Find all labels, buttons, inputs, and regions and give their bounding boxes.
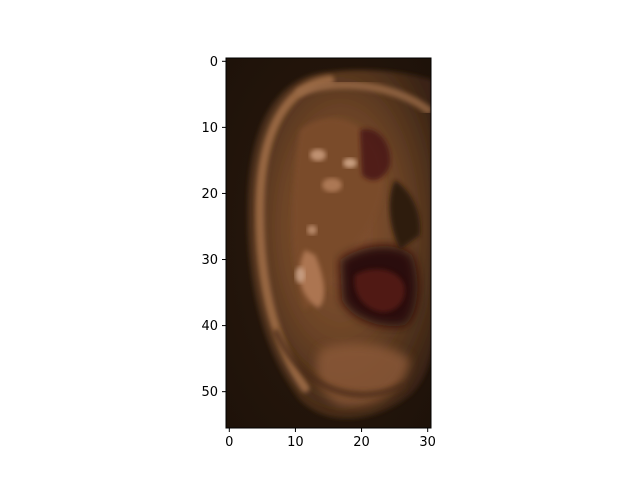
highlight-spot bbox=[295, 267, 305, 283]
concha-red bbox=[354, 269, 405, 313]
highlight-spot bbox=[322, 178, 342, 192]
y-tick-label: 50 bbox=[201, 385, 218, 400]
y-axis-ticks: 0 10 20 30 40 50 bbox=[201, 55, 226, 400]
lower-rim bbox=[271, 328, 407, 399]
x-tick-label: 0 bbox=[225, 435, 233, 450]
y-tick-label: 40 bbox=[201, 319, 218, 334]
x-tick-label: 20 bbox=[353, 435, 370, 450]
x-axis-ticks: 0 10 20 30 bbox=[225, 428, 436, 450]
upper-rim-highlight bbox=[296, 80, 431, 114]
y-tick-label: 20 bbox=[201, 187, 218, 202]
x-tick-label: 30 bbox=[419, 435, 436, 450]
ear-image bbox=[226, 58, 431, 428]
upper-cavity bbox=[360, 129, 391, 181]
y-tick-label: 30 bbox=[201, 253, 218, 268]
scapha-shadow bbox=[389, 180, 421, 250]
highlight-spot bbox=[307, 225, 317, 235]
highlight-spot bbox=[310, 149, 326, 161]
x-tick-label: 10 bbox=[287, 435, 304, 450]
y-tick-label: 10 bbox=[201, 121, 218, 136]
tragus-highlight bbox=[299, 250, 325, 308]
y-tick-label: 0 bbox=[210, 55, 218, 70]
highlight-spot bbox=[343, 158, 357, 168]
axes-frame bbox=[225, 57, 432, 429]
